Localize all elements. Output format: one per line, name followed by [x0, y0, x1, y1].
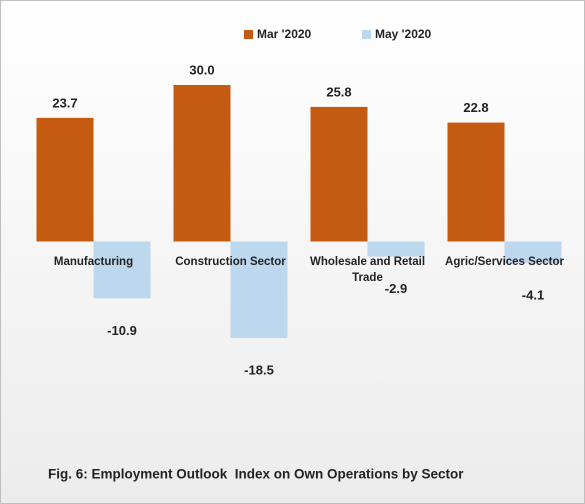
caption: Fig. 6: Employment Outlook Index on Own … — [48, 467, 464, 482]
data-label: -4.1 — [522, 287, 544, 302]
data-label: 25.8 — [326, 84, 351, 99]
x-tick-label: Wholesale and Retail Trade — [310, 256, 425, 284]
bar — [367, 241, 425, 257]
bar — [36, 117, 94, 242]
legend-label: May '2020 — [375, 27, 432, 41]
legend-swatch — [362, 30, 371, 39]
bar — [504, 241, 562, 263]
data-label: -10.9 — [107, 323, 137, 338]
x-tick-label: Manufacturing — [54, 256, 133, 268]
bar — [230, 241, 288, 338]
data-label: 22.8 — [463, 100, 488, 115]
x-tick-label: Construction Sector — [175, 256, 286, 268]
legend-label: Mar '2020 — [257, 27, 312, 41]
data-label: -18.5 — [244, 362, 274, 377]
legend-swatch — [244, 30, 253, 39]
bar — [93, 241, 151, 299]
bar — [173, 85, 231, 242]
bar — [310, 106, 368, 242]
data-label: -2.9 — [385, 281, 407, 296]
data-label: 30.0 — [189, 62, 214, 77]
data-label: 23.7 — [52, 95, 77, 110]
x-tick-label: Agric/Services Sector — [445, 256, 564, 268]
bar — [447, 122, 505, 242]
